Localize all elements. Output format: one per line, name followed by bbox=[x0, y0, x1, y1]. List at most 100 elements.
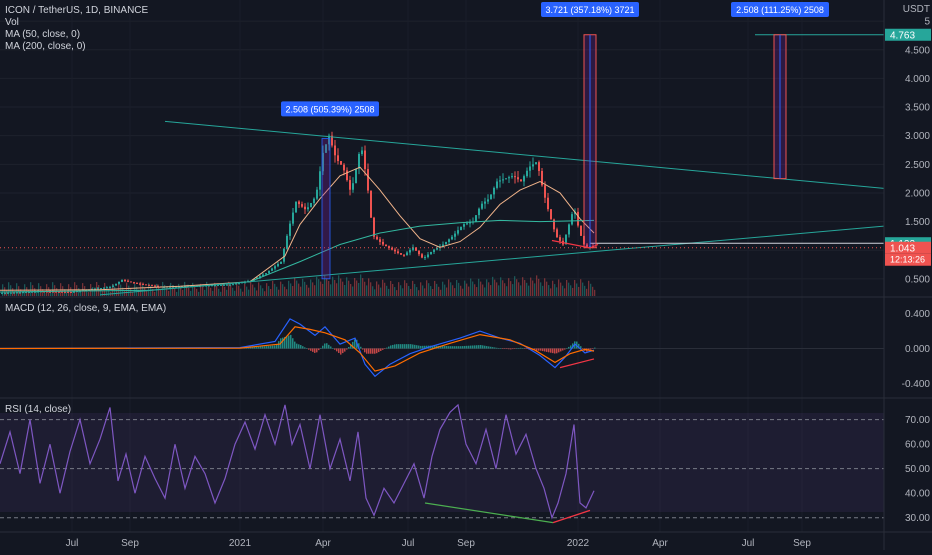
macd-histogram-bar bbox=[578, 343, 580, 349]
macd-histogram-bar bbox=[262, 346, 264, 349]
candle-body bbox=[460, 226, 462, 231]
volume-bar bbox=[122, 287, 124, 296]
ma50-indicator-label[interactable]: MA (50, close, 0) bbox=[5, 29, 81, 40]
volume-bar bbox=[382, 279, 384, 296]
macd-legend[interactable]: MACD (12, 26, close, 9, EMA, EMA) bbox=[5, 303, 167, 314]
candle-body bbox=[85, 289, 87, 291]
volume-bar bbox=[416, 287, 418, 296]
volume-bar bbox=[174, 288, 176, 296]
candle-body bbox=[448, 239, 450, 242]
volume-bar bbox=[182, 289, 184, 296]
candle-body bbox=[4, 292, 6, 294]
macd-pane bbox=[0, 318, 884, 378]
volume-bar bbox=[266, 283, 268, 296]
volume-bar bbox=[160, 289, 162, 296]
candle-body bbox=[355, 168, 357, 184]
volume-bar bbox=[314, 285, 316, 296]
candle-body bbox=[550, 209, 552, 220]
macd-histogram-bar bbox=[494, 347, 496, 349]
candle-body bbox=[52, 291, 54, 293]
volume-bar bbox=[464, 280, 466, 296]
volume-bar bbox=[302, 278, 304, 296]
macd-histogram-bar bbox=[452, 346, 454, 349]
volume-bar bbox=[422, 285, 424, 296]
volume-bar bbox=[452, 285, 454, 296]
candle-body bbox=[145, 284, 147, 286]
macd-histogram-bar bbox=[404, 344, 406, 349]
candle-body bbox=[559, 237, 561, 241]
candle-body bbox=[568, 224, 570, 235]
macd-histogram-bar bbox=[530, 348, 532, 350]
volume-bar bbox=[490, 285, 492, 296]
volume-bar bbox=[370, 282, 372, 296]
macd-histogram-bar bbox=[354, 339, 356, 349]
candle-body bbox=[16, 292, 18, 294]
macd-histogram-bar bbox=[558, 348, 560, 353]
time-tick-label: Sep bbox=[121, 538, 139, 549]
drawings[interactable]: 2.508 (505.39%) 2508 3.721 (357.18%) 3721… bbox=[0, 2, 885, 296]
volume-bar bbox=[530, 277, 532, 296]
candle-body bbox=[556, 229, 558, 238]
macd-histogram-bar bbox=[580, 346, 582, 349]
candle-body bbox=[517, 177, 519, 180]
macd-histogram-bar bbox=[300, 345, 302, 349]
macd-histogram-bar bbox=[290, 334, 292, 349]
macd-histogram-bar bbox=[536, 348, 538, 351]
macd-histogram-bar bbox=[348, 346, 350, 349]
candle-body bbox=[139, 283, 141, 285]
macd-histogram-bar bbox=[410, 344, 412, 349]
ma200-indicator-label[interactable]: MA (200, close, 0) bbox=[5, 41, 86, 52]
volume-bar bbox=[552, 280, 554, 296]
macd-histogram-bar bbox=[454, 346, 456, 349]
vol-indicator-label[interactable]: Vol bbox=[5, 17, 19, 28]
volume-bar bbox=[354, 277, 356, 296]
candle-body bbox=[496, 181, 498, 188]
candle-body bbox=[547, 197, 549, 210]
candle-body bbox=[103, 287, 105, 289]
volume-bar bbox=[418, 290, 420, 296]
candle-body bbox=[151, 285, 153, 287]
price-unit-label: USDT bbox=[903, 4, 930, 15]
macd-histogram-bar bbox=[594, 347, 596, 349]
volume-bar bbox=[440, 289, 442, 296]
candle-body bbox=[421, 254, 423, 258]
volume-bar bbox=[306, 284, 308, 296]
candle-body bbox=[493, 187, 495, 195]
candle-body bbox=[463, 224, 465, 227]
volume-bar bbox=[290, 283, 292, 296]
volume-bar bbox=[472, 281, 474, 296]
volume-bar bbox=[346, 277, 348, 296]
volume-bar bbox=[166, 287, 168, 296]
symbol-title[interactable]: ICON / TetherUS, 1D, BINANCE bbox=[5, 5, 149, 16]
volume-bar bbox=[316, 276, 318, 296]
price-tick-label: 4.500 bbox=[905, 45, 930, 56]
macd-histogram-bar bbox=[542, 348, 544, 352]
rsi-legend[interactable]: RSI (14, close) bbox=[5, 404, 72, 415]
macd-histogram-bar bbox=[520, 347, 522, 349]
volume-bar bbox=[544, 278, 546, 296]
candle-body bbox=[235, 283, 237, 285]
macd-histogram-bar bbox=[472, 345, 474, 349]
candle-body bbox=[289, 223, 291, 236]
candle-body bbox=[580, 225, 582, 236]
volume-bar bbox=[512, 284, 514, 296]
macd-histogram-bar bbox=[480, 345, 482, 349]
macd-histogram-bar bbox=[360, 346, 362, 349]
macd-histogram-bar bbox=[316, 348, 318, 353]
volume-bar bbox=[456, 280, 458, 296]
price-tick-label: 5 bbox=[924, 17, 930, 28]
volume-bar bbox=[360, 274, 362, 296]
macd-histogram-bar bbox=[310, 348, 312, 351]
macd-histogram-bar bbox=[352, 341, 354, 349]
macd-histogram-bar bbox=[390, 345, 392, 349]
volume-bar bbox=[446, 287, 448, 296]
volume-bar bbox=[498, 285, 500, 296]
volume-bar bbox=[132, 291, 134, 296]
volume-bar bbox=[332, 276, 334, 296]
time-tick-label: 2021 bbox=[229, 538, 252, 549]
volume-bar bbox=[8, 282, 10, 296]
candle-body bbox=[484, 201, 486, 204]
